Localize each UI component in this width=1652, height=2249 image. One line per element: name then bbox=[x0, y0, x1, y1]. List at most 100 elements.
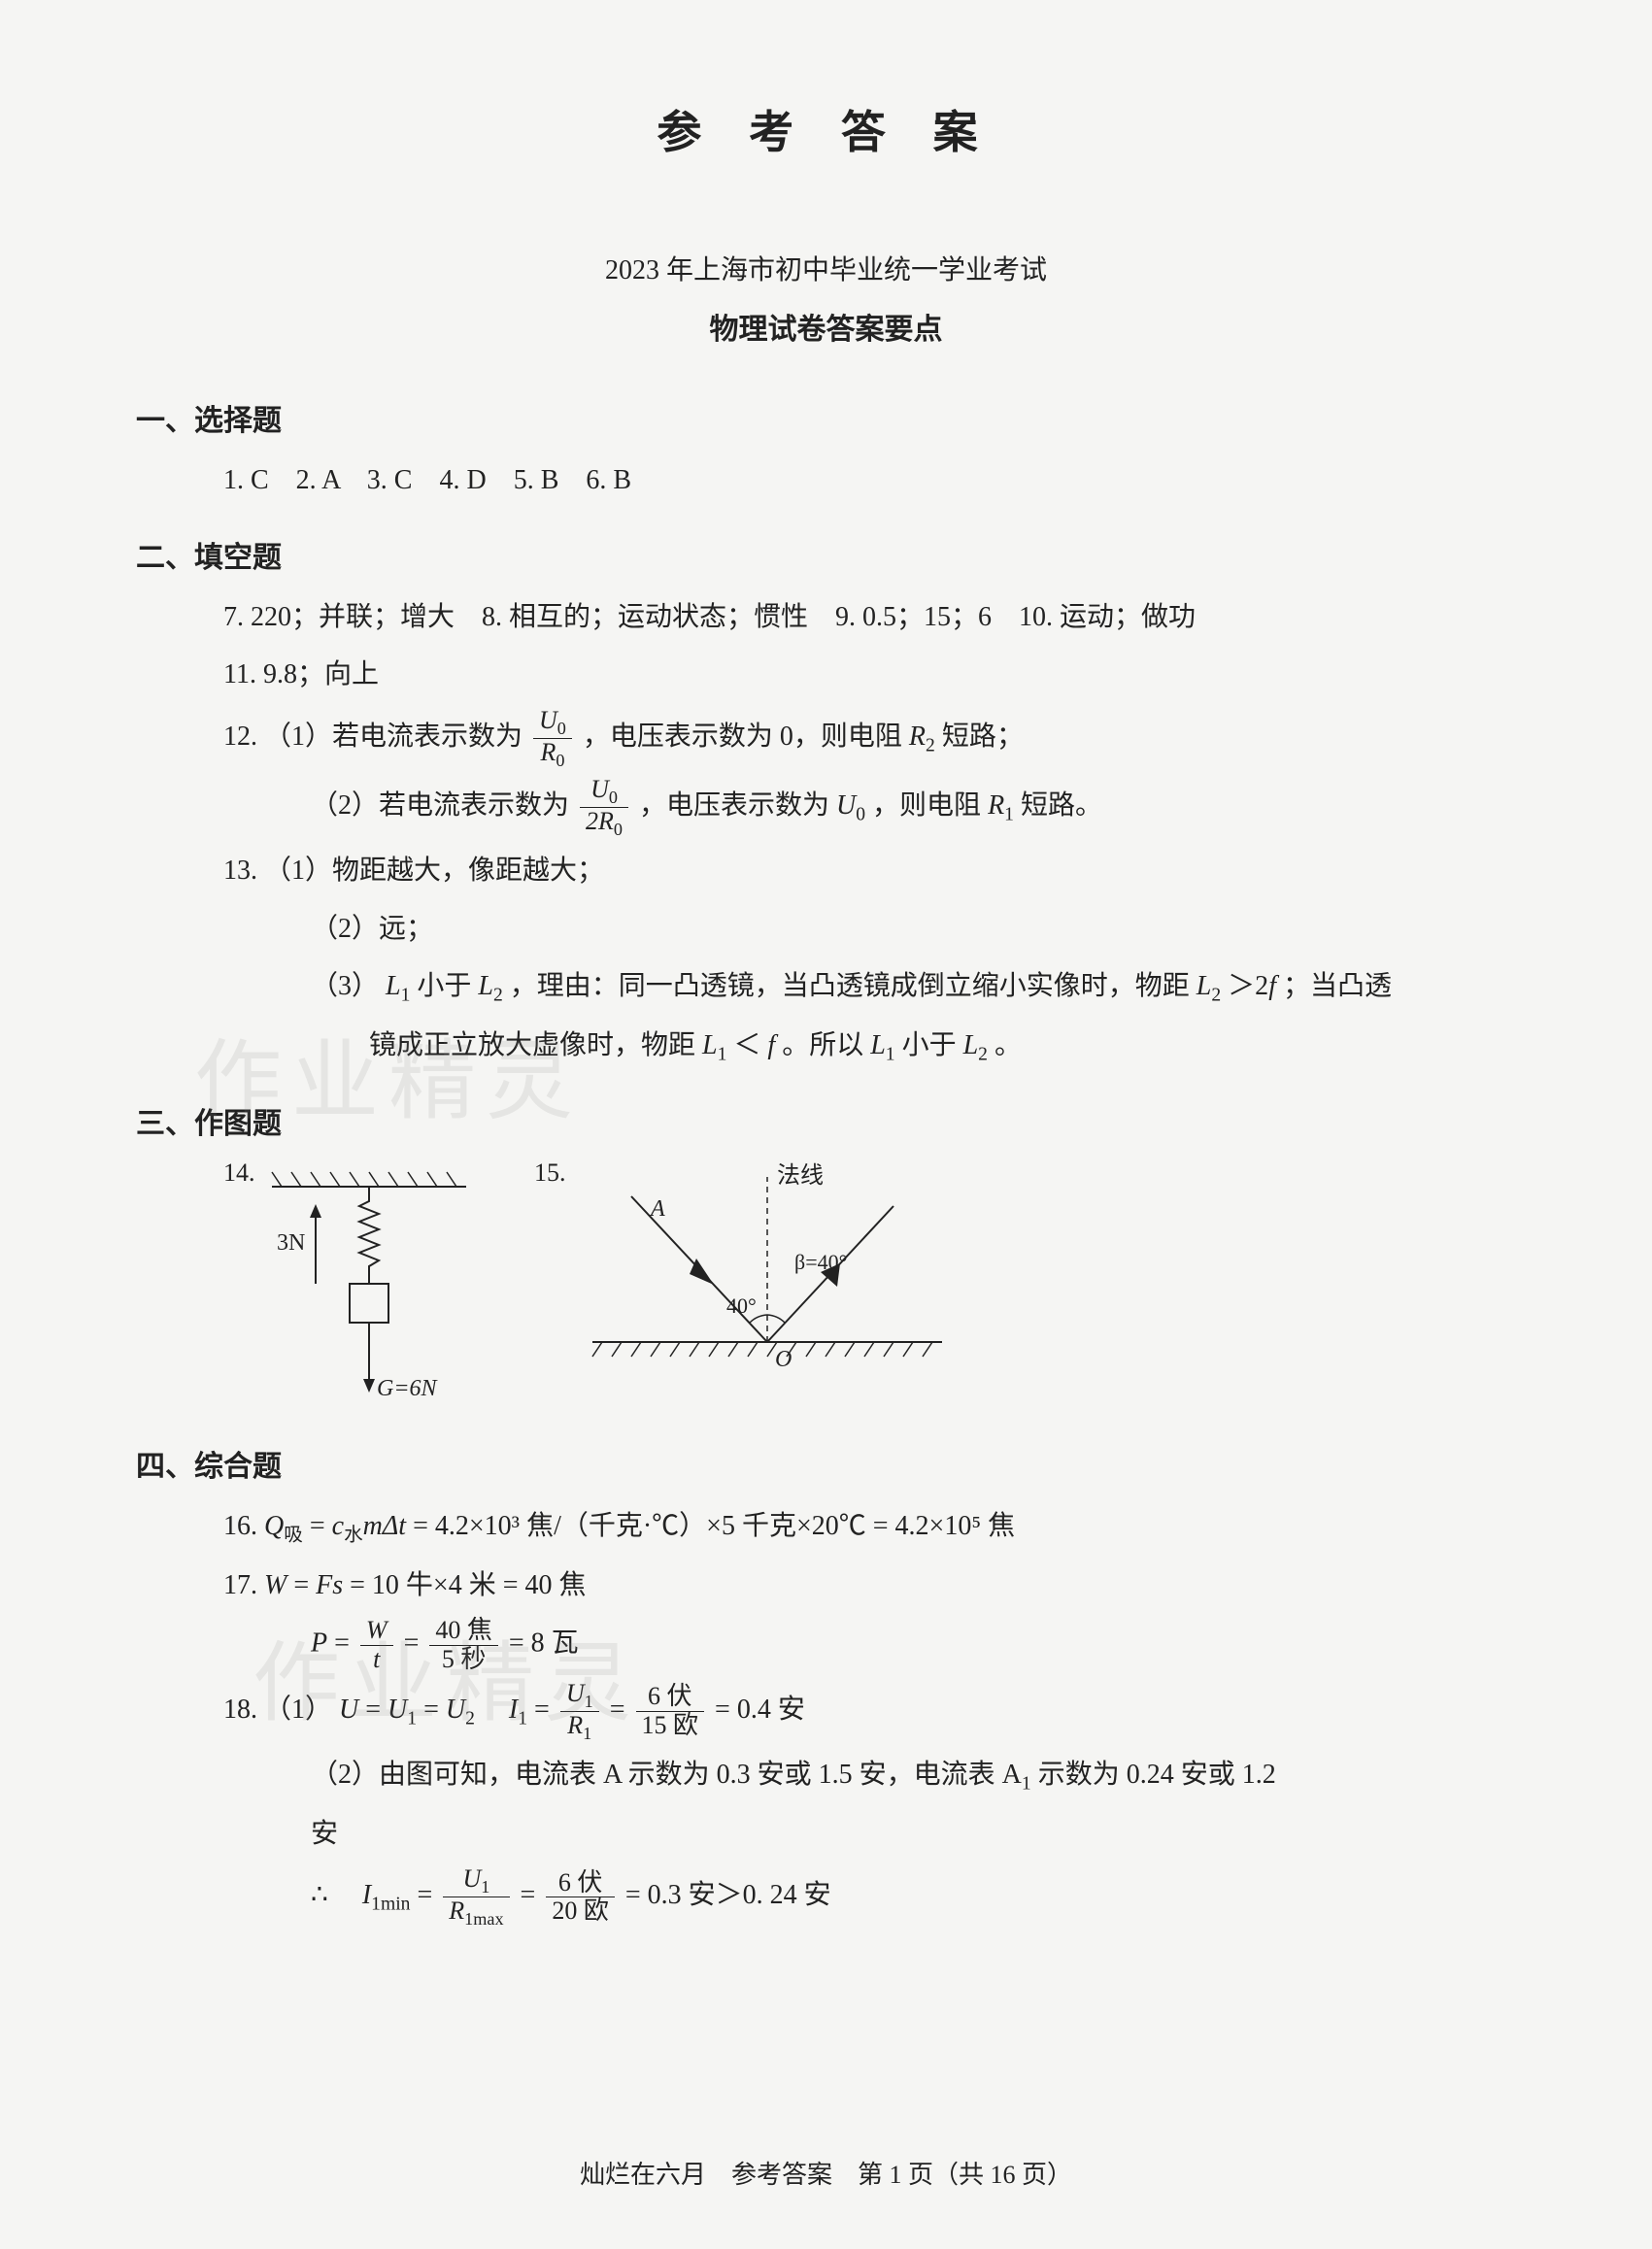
q18-2-b: 示数为 0.24 安或 1.2 bbox=[1038, 1760, 1276, 1790]
i1min-sub: 1min bbox=[371, 1895, 410, 1915]
q17-eq1: = 10 牛×4 米 = 40 焦 bbox=[350, 1570, 586, 1600]
q11: 11. 9.8；向上 bbox=[223, 649, 1516, 700]
q13-3e: ；当凸透 bbox=[1283, 971, 1392, 1001]
q16-eq: = 4.2×10³ 焦/（千克·℃）×5 千克×20℃ = 4.2×10⁵ 焦 bbox=[413, 1511, 1015, 1541]
l2sub-d: 2 bbox=[978, 1044, 988, 1064]
num-40: 40 焦 bbox=[429, 1617, 498, 1646]
page-footer: 灿烂在六月 参考答案 第 1 页（共 16 页） bbox=[0, 2155, 1652, 2191]
q13-3b: 小于 bbox=[417, 971, 478, 1001]
label-angle2: β=40° bbox=[794, 1250, 847, 1274]
fraction-u0-2r0: U0 2R0 bbox=[580, 776, 628, 839]
u: U bbox=[339, 1695, 358, 1725]
i1sub: 1 bbox=[518, 1708, 527, 1729]
label-g: G=6N bbox=[377, 1376, 439, 1401]
exam-subtitle: 物理试卷答案要点 bbox=[136, 305, 1516, 348]
q16-c: c bbox=[332, 1511, 344, 1541]
den-15o: 15 欧 bbox=[636, 1712, 705, 1740]
frac-w-t: W t bbox=[360, 1617, 393, 1673]
q18-2a: （2）由图可知，电流表 A 示数为 0.3 安或 1.5 安，电流表 A1 示数… bbox=[311, 1749, 1516, 1802]
diagram-15: 15. 法线 A bbox=[534, 1158, 961, 1395]
fvar: f bbox=[1268, 971, 1276, 1001]
num-u0: U bbox=[539, 706, 557, 734]
fraction-u0-r0: U0 R0 bbox=[533, 707, 572, 770]
frac-40-5: 40 焦 5 秒 bbox=[429, 1617, 498, 1673]
q17-p: P bbox=[311, 1628, 327, 1659]
q12-1-end: 短路； bbox=[942, 722, 1024, 752]
sub-0c: 0 bbox=[609, 788, 618, 807]
q17-line2: P = W t = 40 焦 5 秒 = 8 瓦 bbox=[311, 1617, 1516, 1673]
r2-var: R bbox=[909, 722, 926, 752]
den-r1sub: 1 bbox=[583, 1724, 591, 1743]
den-r1max: R bbox=[449, 1897, 464, 1925]
den-t: t bbox=[360, 1646, 393, 1674]
q13-4c: 。所以 bbox=[782, 1030, 870, 1060]
q18-2-a: （2）由图可知，电流表 A 示数为 0.3 安或 1.5 安，电流表 A bbox=[311, 1760, 1022, 1790]
q16-pre: 16. bbox=[223, 1511, 264, 1541]
diagram-14-svg: 14. 3N G=6N bbox=[223, 1158, 476, 1410]
l2d: L bbox=[963, 1030, 979, 1060]
a1sub: 1 bbox=[1022, 1774, 1031, 1795]
q12-2-pre: （2）若电流表示数为 bbox=[311, 790, 569, 821]
q18-1: 18. （1） U = U1 = U2 I1 = U1 R1 = 6 伏 15 … bbox=[223, 1680, 1516, 1743]
num-u0b: U bbox=[590, 775, 609, 803]
q18-2-there: ∴ bbox=[311, 1880, 355, 1910]
q12-2-end: 短路。 bbox=[1021, 790, 1102, 821]
q12-1-post: ，电压表示数为 0，则电阻 bbox=[583, 722, 909, 752]
label-3n: 3N bbox=[277, 1230, 305, 1256]
den-r1: R bbox=[567, 1711, 583, 1739]
den-r1max-sub: 1max bbox=[464, 1909, 503, 1929]
diagram-15-svg: 15. 法线 A bbox=[534, 1158, 961, 1391]
l1: L bbox=[386, 971, 401, 1001]
q17-fs: Fs bbox=[316, 1570, 343, 1600]
l2sub: 2 bbox=[493, 985, 503, 1005]
q12-1: 12. （1）若电流表示数为 U0 R0 ，电压表示数为 0，则电阻 R2 短路… bbox=[223, 707, 1516, 770]
q18-2c: ∴ I1min = U1 R1max = 6 伏 20 欧 = 0.3 安＞0.… bbox=[311, 1865, 1516, 1929]
den-2r0: 2R bbox=[586, 807, 614, 835]
q17-res: = 8 瓦 bbox=[509, 1628, 579, 1659]
den-5: 5 秒 bbox=[429, 1646, 498, 1674]
fvar2: f bbox=[767, 1030, 775, 1060]
q13-4: 镜成正立放大虚像时，物距 L1 ＜ f 。所以 L1 小于 L2 。 bbox=[369, 1020, 1516, 1073]
section-2-header: 二、填空题 bbox=[136, 533, 1516, 576]
q12-2-mid: ，则电阻 bbox=[872, 790, 988, 821]
den-r0: R bbox=[540, 738, 556, 766]
q16-sub: 吸 bbox=[284, 1526, 303, 1546]
q17-line1: 17. W = Fs = 10 牛×4 米 = 40 焦 bbox=[223, 1560, 1516, 1611]
u0-var: U bbox=[836, 790, 856, 821]
section-1-answers: 1. C 2. A 3. C 4. D 5. B 6. B bbox=[223, 454, 1516, 506]
num-u1b: U bbox=[462, 1864, 481, 1893]
q18-1-res: = 0.4 安 bbox=[715, 1695, 805, 1725]
page-title: 参 考 答 案 bbox=[136, 97, 1516, 161]
q13-3a: （3） bbox=[311, 971, 379, 1001]
q13-1: 13. （1）物距越大，像距越大； bbox=[223, 845, 1516, 896]
q18-2-res: = 0.3 安＞0. 24 安 bbox=[625, 1880, 831, 1910]
q17-w: W bbox=[264, 1570, 287, 1600]
num-u1sub: 1 bbox=[585, 1692, 593, 1711]
q13-3c: ，理由：同一凸透镜，当凸透镜成倒立缩小实像时，物距 bbox=[510, 971, 1197, 1001]
u1: U bbox=[388, 1695, 407, 1725]
frac-u1-r1: U1 R1 bbox=[560, 1680, 599, 1743]
q13-3: （3） L1 小于 L2 ，理由：同一凸透镜，当凸透镜成倒立缩小实像时，物距 L… bbox=[311, 960, 1516, 1014]
label-15: 15. bbox=[534, 1158, 566, 1187]
num-u1: U bbox=[566, 1679, 585, 1707]
q16-mdt: mΔt bbox=[363, 1511, 406, 1541]
sub-1: 1 bbox=[1004, 805, 1014, 825]
sub-0d: 0 bbox=[614, 820, 623, 839]
q12-2-post: ，电压表示数为 bbox=[639, 790, 836, 821]
diagram-14: 14. 3N G=6N bbox=[223, 1158, 476, 1415]
q17-a: 17. bbox=[223, 1570, 264, 1600]
num-u1bsub: 1 bbox=[481, 1877, 489, 1897]
q12-2: （2）若电流表示数为 U0 2R0 ，电压表示数为 U0 ，则电阻 R1 短路。 bbox=[311, 776, 1516, 839]
l1c: L bbox=[702, 1030, 718, 1060]
num-6v: 6 伏 bbox=[636, 1683, 705, 1712]
sub-0b: 0 bbox=[556, 751, 564, 770]
l1sub-d: 1 bbox=[886, 1044, 895, 1064]
u2sub: 2 bbox=[465, 1708, 475, 1729]
l2b: L bbox=[1197, 971, 1212, 1001]
q16-csub: 水 bbox=[344, 1526, 363, 1546]
label-normal: 法线 bbox=[777, 1162, 824, 1189]
q13-3d: ＞2 bbox=[1228, 971, 1268, 1001]
q12-1-pre: 12. （1）若电流表示数为 bbox=[223, 722, 523, 752]
sub-2: 2 bbox=[926, 735, 935, 755]
section-4-header: 四、综合题 bbox=[136, 1442, 1516, 1485]
